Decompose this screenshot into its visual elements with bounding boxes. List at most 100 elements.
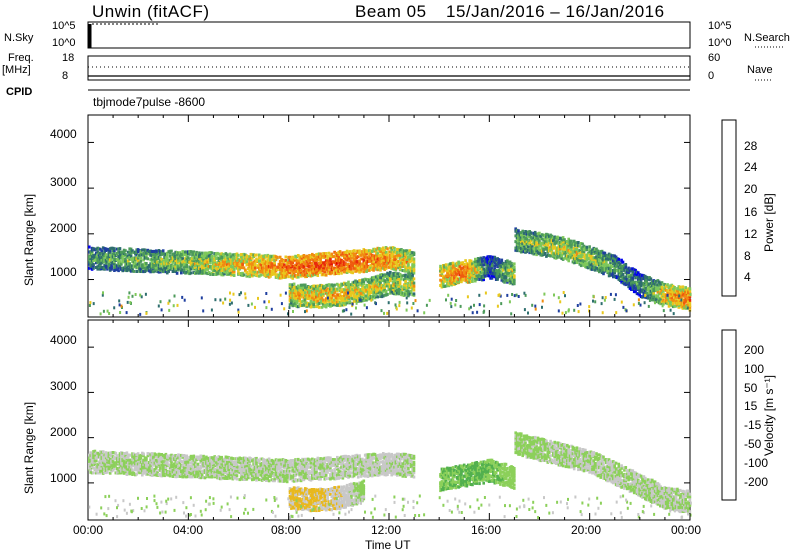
echo-cell [338, 285, 342, 289]
echo-cell [620, 280, 623, 284]
echo-cell [407, 272, 410, 276]
echo-cell [248, 262, 251, 266]
echo-cell [191, 257, 194, 261]
echo-cell [361, 252, 364, 256]
echo-cell [111, 464, 115, 468]
echo-cell [457, 263, 460, 267]
echo-cell [327, 251, 331, 255]
echo-cell [366, 297, 370, 301]
echo-cell [507, 272, 510, 275]
echo-cell [362, 267, 366, 271]
echo-cell [588, 248, 591, 252]
echo-cell [302, 254, 306, 257]
echo-cell [389, 270, 392, 274]
echo-cell [104, 456, 108, 460]
echo-cell [185, 253, 189, 257]
echo-cell [93, 253, 97, 257]
echo-cell [223, 272, 226, 276]
echo-cell [160, 460, 164, 464]
echo-cell [329, 284, 332, 288]
echo-cell [481, 259, 484, 263]
echo-cell [455, 272, 459, 276]
ground-scatter [524, 293, 527, 297]
echo-cell [89, 462, 92, 466]
echo-cell [570, 248, 573, 251]
echo-cell [299, 290, 303, 294]
echo-cell [350, 263, 353, 267]
ground-scatter [689, 292, 692, 296]
echo-cell [621, 260, 625, 264]
echo-cell [340, 284, 343, 288]
echo-cell [398, 250, 402, 254]
echo-cell [535, 253, 538, 257]
echo-cell [213, 258, 216, 262]
echo-cell [630, 268, 633, 272]
echo-cell [154, 266, 158, 270]
echo-cell [439, 269, 442, 273]
echo-cell [616, 259, 619, 263]
echo-cell [383, 266, 386, 269]
echo-cell [88, 262, 91, 266]
echo-cell [405, 285, 409, 289]
echo-cell [127, 465, 130, 469]
echo-cell [489, 270, 492, 274]
echo-cell [469, 259, 473, 263]
echo-cell [160, 469, 164, 473]
echo-cell [644, 289, 647, 293]
echo-cell [295, 261, 299, 265]
echo-cell [319, 300, 322, 304]
ground-scatter [237, 308, 240, 312]
echo-cell [308, 289, 311, 293]
echo-cell [101, 258, 105, 261]
ground-scatter [579, 302, 582, 306]
echo-cell [616, 264, 619, 267]
echo-cell [598, 254, 601, 258]
ground-scatter [685, 304, 688, 308]
echo-cell [278, 260, 282, 263]
ground-scatter [287, 312, 289, 316]
echo-cell [113, 463, 116, 467]
echo-cell [411, 251, 414, 255]
echo-cell [624, 281, 628, 285]
echo-cell [645, 275, 648, 279]
echo-cell [499, 266, 502, 269]
echo-cell [472, 260, 476, 264]
echo-cell [252, 262, 255, 266]
echo-cell [95, 451, 98, 455]
echo-cell [343, 281, 346, 285]
echo-cell [118, 452, 122, 456]
echo-cell [297, 290, 300, 294]
echo-cell [90, 453, 94, 457]
echo-cell [344, 254, 347, 258]
echo-cell [379, 259, 382, 263]
echo-cell [520, 240, 523, 244]
echo-cell [497, 258, 501, 262]
echo-cell [238, 259, 242, 262]
echo-cell [492, 270, 495, 274]
echo-cell [609, 273, 612, 277]
echo-cell [161, 252, 165, 255]
echo-cell [241, 257, 244, 261]
echo-cell [482, 278, 485, 282]
echo-cell [531, 244, 534, 248]
echo-cell [532, 250, 536, 254]
ground-scatter [496, 304, 499, 308]
echo-cell [390, 259, 393, 263]
echo-cell [532, 252, 536, 256]
ground-scatter [609, 292, 612, 296]
echo-cell [521, 234, 524, 237]
echo-cell [404, 286, 407, 289]
echo-cell [644, 291, 647, 295]
echo-cell [312, 297, 315, 301]
echo-cell [352, 266, 356, 270]
echo-cell [462, 271, 466, 275]
echo-cell [572, 259, 576, 262]
echo-cell [316, 268, 320, 271]
echo-cell [407, 289, 410, 293]
echo-cell [136, 265, 140, 269]
echo-cell [451, 282, 455, 286]
echo-cell [323, 273, 327, 277]
echo-cell [299, 263, 303, 266]
echo-cell [376, 254, 380, 258]
ground-scatter [230, 301, 233, 305]
